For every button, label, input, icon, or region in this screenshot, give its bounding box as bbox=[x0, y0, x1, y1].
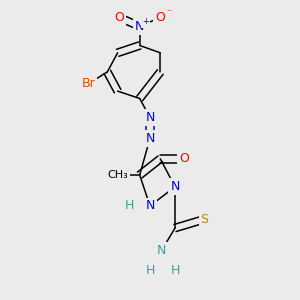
Text: N: N bbox=[145, 132, 155, 145]
Text: N: N bbox=[170, 180, 180, 193]
Text: ⁻: ⁻ bbox=[167, 8, 172, 18]
Text: H: H bbox=[125, 200, 134, 212]
Text: O: O bbox=[114, 11, 124, 24]
Text: N: N bbox=[145, 111, 155, 124]
Text: N: N bbox=[157, 244, 167, 256]
Text: H: H bbox=[145, 264, 155, 277]
Text: H: H bbox=[170, 264, 180, 277]
Text: O: O bbox=[155, 11, 165, 24]
Text: +: + bbox=[142, 17, 149, 26]
Text: N: N bbox=[135, 20, 144, 33]
Text: S: S bbox=[200, 213, 208, 226]
Text: Br: Br bbox=[81, 77, 95, 90]
Text: CH₃: CH₃ bbox=[107, 170, 128, 180]
Text: O: O bbox=[179, 152, 189, 165]
Text: N: N bbox=[145, 200, 155, 212]
